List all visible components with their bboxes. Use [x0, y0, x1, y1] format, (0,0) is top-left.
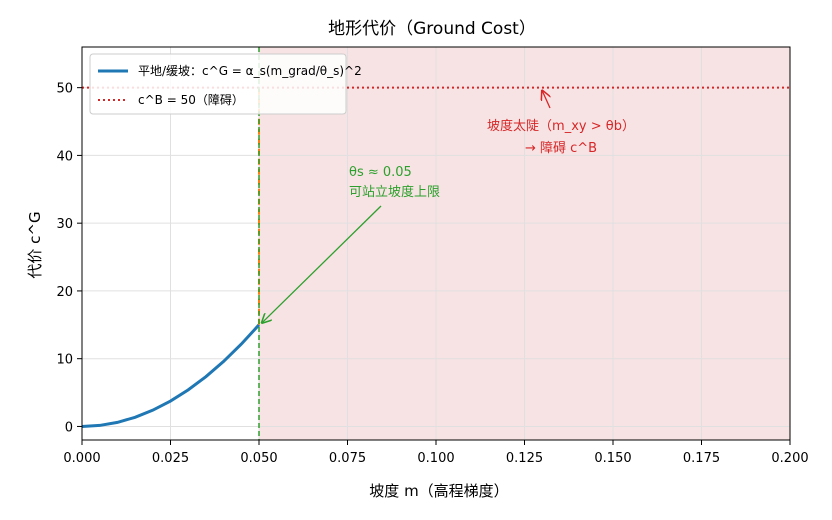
x-tick-label: 0.000: [63, 451, 100, 466]
x-tick-label: 0.075: [329, 451, 366, 466]
x-tick-label: 0.100: [417, 451, 454, 466]
chart-title: 地形代价（Ground Cost）: [328, 19, 536, 39]
threshold-annotation-line1: θs ≈ 0.05: [349, 165, 412, 180]
y-axis-ticks: 0 10 20 30 40 50: [56, 82, 82, 435]
obstacle-annotation-line2: → 障碍 c^B: [525, 141, 597, 156]
obstacle-annotation: 坡度太陡（m_xy > θb） → 障碍 c^B: [487, 91, 635, 156]
legend-box: [89, 53, 347, 115]
legend: 平地/缓坡：c^G = α_s(m_grad/θ_s)^2 c^B = 50（障…: [89, 53, 362, 115]
threshold-annotation-line2: 可站立坡度上限: [349, 184, 440, 200]
x-axis-title: 坡度 m（高程梯度）: [369, 482, 508, 500]
threshold-arrow: [262, 205, 382, 323]
x-tick-label: 0.175: [683, 451, 720, 466]
y-tick-label: 50: [56, 82, 73, 97]
legend-label-ground-cost: 平地/缓坡：c^G = α_s(m_grad/θ_s)^2: [138, 64, 362, 78]
obstacle-arrow: [542, 91, 550, 109]
x-tick-label: 0.050: [240, 451, 277, 466]
x-axis-ticks: 0.000 0.025 0.050 0.075 0.100 0.125 0.150 0.175…: [63, 440, 809, 466]
x-tick-label: 0.025: [152, 451, 189, 466]
y-tick-label: 40: [56, 149, 73, 164]
y-tick-label: 30: [56, 217, 73, 232]
y-axis-title: 代价 c^G: [26, 211, 44, 278]
y-tick-label: 20: [56, 285, 73, 300]
x-tick-label: 0.150: [594, 451, 631, 466]
obstacle-annotation-line1: 坡度太陡（m_xy > θb）: [487, 118, 635, 134]
y-tick-label: 0: [65, 420, 73, 435]
legend-label-obstacle: c^B = 50（障碍）: [138, 92, 244, 107]
series-line-ground-cost: [81, 323, 261, 428]
x-tick-label: 0.125: [506, 451, 543, 466]
x-tick-label: 0.200: [771, 451, 808, 466]
y-tick-label: 10: [56, 353, 73, 368]
threshold-annotation: θs ≈ 0.05 可站立坡度上限: [262, 165, 440, 323]
